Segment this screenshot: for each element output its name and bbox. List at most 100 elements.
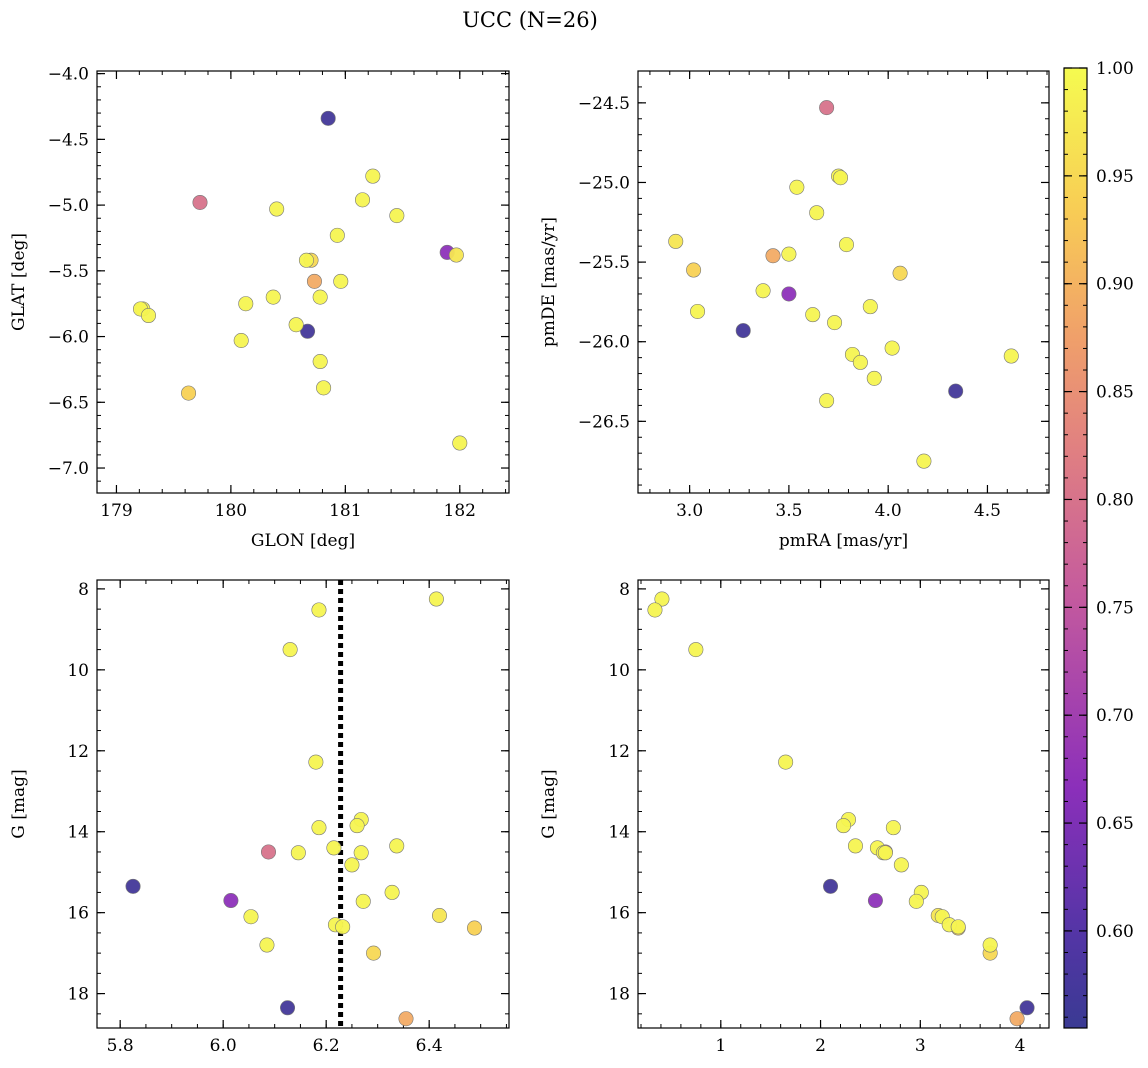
x-axis-label: Plx [mas] [263,1066,343,1068]
data-point [428,591,444,607]
data-point [329,227,345,243]
data-point [866,370,882,386]
data-point [366,945,382,961]
y-tick-label: −4.0 [48,65,89,85]
y-tick-label: −5.0 [48,196,89,216]
data-point [755,283,771,299]
y-tick-label: 10 [67,661,89,681]
y-tick-label: −6.5 [48,393,89,413]
data-point [192,194,208,210]
colorbar-tick-label: 0.85 [1096,383,1134,403]
data-point [647,602,663,618]
data-point [389,838,405,854]
y-tick-label: −24.5 [578,94,630,114]
y-tick-label: −26.5 [578,412,630,432]
y-tick-label: −25.5 [578,253,630,273]
data-point [355,893,371,909]
data-point [686,262,702,278]
data-point [308,754,324,770]
x-tick-label: 181 [329,501,361,521]
data-point [884,340,900,356]
data-point [862,299,878,315]
data-point [805,307,821,323]
data-point [778,754,794,770]
data-point [243,909,259,925]
x-tick-label: 180 [215,501,247,521]
y-tick-label: 16 [608,904,630,924]
colorbar-tick-label: 0.90 [1096,275,1134,295]
x-tick-label: 6.2 [313,1036,340,1056]
data-point [344,857,360,873]
y-tick-label: 14 [67,823,89,843]
data-point [125,878,141,894]
data-point [311,820,327,836]
data-point [893,857,909,873]
data-point [290,845,306,861]
panel-parallax-magnitude: 5.8 6.0 6.2 6.4 8 10 12 14 16 18 Plx [mas] G [mag] [9,579,510,1068]
axes-frame [637,579,1050,1029]
data-point [908,893,924,909]
data-point [819,100,835,116]
x-tick-label: 4.0 [875,501,902,521]
x-tick-label: 6.4 [416,1036,443,1056]
data-point [892,265,908,281]
data-point [398,1011,414,1027]
y-tick-label: −4.5 [48,130,89,150]
data-point [355,192,371,208]
data-point [1019,1000,1035,1016]
data-point [300,323,316,339]
y-axis-label: GLAT [deg] [9,233,29,331]
x-tick-label: 3.0 [676,501,703,521]
data-point [265,289,281,305]
data-point [690,303,706,319]
data-point [269,201,285,217]
x-tick-label: 4.5 [974,501,1001,521]
data-point [306,273,322,289]
data-point [238,296,254,312]
data-point [312,289,328,305]
data-point [867,893,883,909]
data-point [982,937,998,953]
x-tick-label: 1 [715,1036,726,1056]
data-point [431,907,447,923]
y-tick-label: 8 [78,580,89,600]
data-point [823,878,839,894]
data-point [448,247,464,263]
x-tick-label: 182 [444,501,476,521]
colorbar-tick-label: 0.95 [1096,167,1134,187]
x-tick-label: 5.8 [107,1036,134,1056]
data-point [833,170,849,186]
x-tick-label: 3 [915,1036,926,1056]
colorbar-tick-label: 0.65 [1096,814,1134,834]
x-tick-label: 179 [100,501,132,521]
data-point [948,383,964,399]
y-tick-label: 10 [608,661,630,681]
x-tick-label: 4 [1015,1036,1026,1056]
data-point [885,820,901,836]
axes-frame [96,70,510,494]
data-point [950,919,966,935]
axes-frame [96,579,510,1029]
data-point [223,893,239,909]
data-point [765,248,781,264]
y-tick-label: 12 [67,742,89,762]
colorbar-tick-label: 0.80 [1096,490,1134,510]
data-point [312,354,328,370]
data-point [916,453,932,469]
colorbar: 0.60 0.65 0.70 0.75 0.80 0.85 0.90 0.95 1.00 [1063,59,1134,1029]
data-point [735,323,751,339]
y-tick-label: −5.5 [48,262,89,282]
data-point [827,315,843,331]
colorbar-gradient [1063,67,1088,1029]
data-point [654,591,670,607]
y-tick-label: −26.0 [578,333,630,353]
data-point [365,168,381,184]
data-point [668,233,684,249]
data-point [384,884,400,900]
data-point [326,840,342,856]
y-axis-label: G [mag] [539,769,559,838]
x-tick-label: 6.0 [210,1036,237,1056]
chart-title: UCC (N=26) [462,8,598,32]
data-point [259,937,275,953]
x-tick-label: 3.5 [775,501,802,521]
